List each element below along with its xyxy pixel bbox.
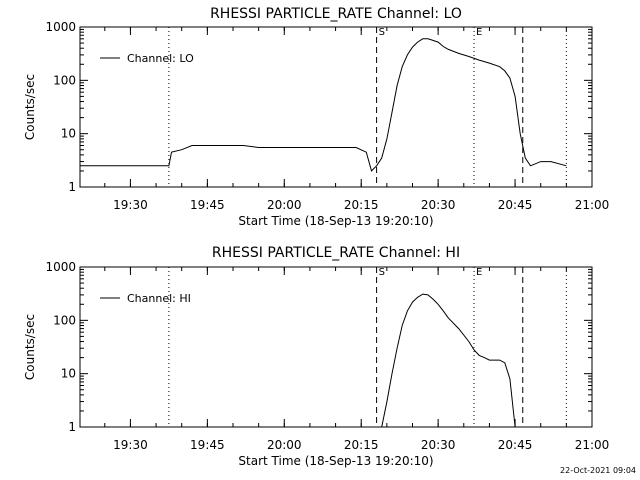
legend-entry: Channel: LO <box>127 52 194 65</box>
x-tick-label: 20:30 <box>421 438 456 452</box>
marker-label: S <box>379 267 385 278</box>
x-tick-label: 19:30 <box>113 198 148 212</box>
x-tick-label: 21:00 <box>575 438 610 452</box>
x-axis-label: Start Time (18-Sep-13 19:20:10) <box>238 214 433 228</box>
chart-title: RHESSI PARTICLE_RATE Channel: HI <box>212 245 460 261</box>
y-tick-label: 10 <box>61 127 76 141</box>
series-line <box>381 293 516 428</box>
x-tick-label: 20:15 <box>344 438 379 452</box>
series-line <box>80 38 567 172</box>
footer-timestamp: 22-Oct-2021 09:04 <box>560 466 636 475</box>
y-tick-label: 100 <box>53 313 76 327</box>
marker-label: E <box>476 27 482 38</box>
chart-title: RHESSI PARTICLE_RATE Channel: LO <box>210 6 462 22</box>
x-tick-label: 20:15 <box>344 198 379 212</box>
y-tick-label: 10 <box>61 367 76 381</box>
y-axis-label: Counts/sec <box>23 314 37 380</box>
plot-frame <box>79 26 593 188</box>
x-tick-label: 20:45 <box>498 438 533 452</box>
chart-panel-0: RHESSI PARTICLE_RATE Channel: LO Start Ti… <box>23 6 609 228</box>
x-tick-label: 21:00 <box>575 198 610 212</box>
marker-label: E <box>476 267 482 278</box>
plot-frame <box>79 266 593 428</box>
x-tick-label: 20:45 <box>498 198 533 212</box>
chart-panel-1: RHESSI PARTICLE_RATE Channel: HI Start Ti… <box>23 245 609 468</box>
x-tick-label: 20:30 <box>421 198 456 212</box>
y-tick-label: 1 <box>68 420 76 434</box>
marker-label: S <box>379 27 385 38</box>
legend-entry: Channel: HI <box>127 292 191 305</box>
y-axis-label: Counts/sec <box>23 74 37 140</box>
x-tick-label: 19:45 <box>190 198 225 212</box>
x-tick-label: 20:00 <box>267 198 302 212</box>
y-tick-label: 1 <box>68 180 76 194</box>
x-tick-label: 20:00 <box>267 438 302 452</box>
y-tick-label: 1000 <box>45 260 76 274</box>
x-tick-label: 19:30 <box>113 438 148 452</box>
y-tick-label: 100 <box>53 73 76 87</box>
x-tick-label: 19:45 <box>190 438 225 452</box>
x-axis-label: Start Time (18-Sep-13 19:20:10) <box>238 454 433 468</box>
y-tick-label: 1000 <box>45 20 76 34</box>
